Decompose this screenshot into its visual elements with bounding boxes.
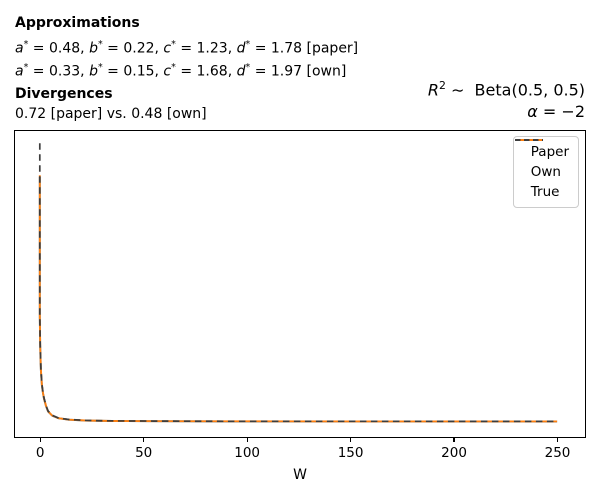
series-line-true xyxy=(38,143,558,423)
divergences-title: Divergences xyxy=(15,86,113,102)
x-tick-label-100: 100 xyxy=(234,445,261,461)
x-tick-mark-0 xyxy=(39,437,41,442)
x-axis-label: W xyxy=(293,467,307,483)
legend-line-true xyxy=(514,139,543,141)
alpha-annotation: α = −2 xyxy=(527,102,585,121)
legend-item-paper: Paper xyxy=(514,139,569,162)
x-tick-mark-100 xyxy=(246,437,248,442)
r2-distribution-annotation: R2 ∼ Beta(0.5, 0.5) xyxy=(427,79,585,100)
approximations-title: Approximations xyxy=(15,15,140,31)
legend: Paper Own True xyxy=(512,136,579,208)
approx-line-paper: a* = 0.48, b* = 0.22, c* = 1.23, d* = 1.… xyxy=(15,39,359,57)
curves-svg xyxy=(38,143,558,423)
x-tick-label-200: 200 xyxy=(441,445,467,461)
plot-area: Paper Own True xyxy=(14,130,586,438)
x-tick-mark-200 xyxy=(453,437,455,442)
divergences-values: 0.72 [paper] vs. 0.48 [own] xyxy=(15,106,207,122)
approx-line-own: a* = 0.33, b* = 0.15, c* = 1.68, d* = 1.… xyxy=(15,62,347,80)
x-tick-mark-250 xyxy=(556,437,559,442)
legend-item-true: True xyxy=(514,139,569,202)
series-line-own xyxy=(38,175,558,423)
x-axis-ticks: 0 50 100 150 200 250 xyxy=(0,437,600,477)
x-tick-label-250: 250 xyxy=(544,445,571,461)
legend-label-own: Own xyxy=(530,164,561,180)
legend-label-true: True xyxy=(530,184,560,200)
x-tick-label-0: 0 xyxy=(35,445,45,461)
series-line-paper xyxy=(38,176,558,423)
x-tick-mark-50 xyxy=(143,437,145,442)
x-tick-label-150: 150 xyxy=(337,445,364,461)
legend-item-own: Own xyxy=(514,139,569,182)
x-tick-mark-150 xyxy=(349,437,352,442)
x-tick-label-50: 50 xyxy=(135,445,153,461)
legend-label-paper: Paper xyxy=(530,144,569,160)
